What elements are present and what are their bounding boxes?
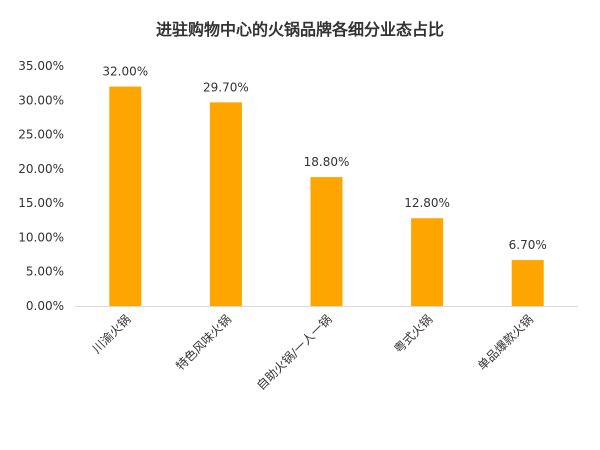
bar — [310, 177, 343, 306]
x-tick-label: 粤式火锅 — [391, 312, 436, 357]
x-tick-label: 自助火锅/一人一锅 — [253, 312, 334, 393]
y-tick-label: 5.00% — [26, 265, 64, 279]
y-tick-label: 20.00% — [18, 162, 64, 176]
bar — [411, 218, 444, 306]
y-tick-label: 10.00% — [18, 230, 64, 244]
y-tick-label: 30.00% — [18, 93, 64, 107]
x-tick-label: 特色风味火锅 — [172, 312, 234, 374]
data-label: 29.70% — [203, 80, 249, 94]
bar — [511, 260, 544, 306]
y-tick-label: 25.00% — [18, 128, 64, 142]
x-tick-label: 川渝火锅 — [89, 312, 134, 357]
data-label: 32.00% — [102, 65, 148, 79]
data-label: 6.70% — [509, 238, 547, 252]
bar — [109, 86, 142, 306]
y-tick-label: 15.00% — [18, 196, 64, 210]
y-tick-label: 0.00% — [26, 299, 64, 313]
x-tick-label: 单品爆款火锅 — [474, 312, 536, 374]
data-label: 18.80% — [304, 155, 350, 169]
bar — [209, 102, 242, 306]
y-tick-label: 35.00% — [18, 59, 64, 73]
chart-title: 进驻购物中心的火锅品牌各细分业态占比 — [155, 20, 444, 39]
data-label: 12.80% — [404, 196, 450, 210]
